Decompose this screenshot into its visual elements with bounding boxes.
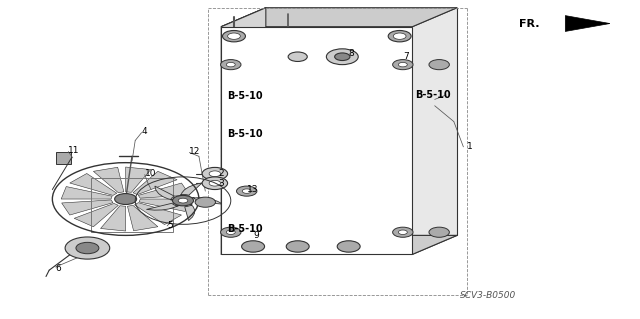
Circle shape [227,63,236,67]
Text: 7: 7 [403,52,408,61]
Circle shape [388,31,411,42]
Circle shape [394,33,406,39]
Circle shape [429,60,449,70]
Polygon shape [70,174,117,196]
Polygon shape [133,171,177,195]
Circle shape [178,198,188,203]
Circle shape [398,63,407,67]
Text: B-5-10: B-5-10 [228,91,263,101]
Polygon shape [139,199,190,211]
Polygon shape [180,183,202,196]
Circle shape [173,196,193,206]
Polygon shape [185,204,195,220]
Circle shape [393,60,413,70]
Text: 9: 9 [253,231,259,240]
Polygon shape [74,204,118,227]
Text: B-5-10: B-5-10 [415,90,451,100]
Circle shape [326,49,358,65]
Text: 6: 6 [56,264,61,273]
Polygon shape [565,16,610,32]
Polygon shape [266,8,457,235]
Polygon shape [93,167,124,193]
Text: 12: 12 [189,147,201,156]
Polygon shape [61,200,113,215]
Circle shape [288,52,307,62]
Circle shape [237,186,257,196]
Polygon shape [100,206,125,231]
Circle shape [337,241,360,252]
Circle shape [227,230,236,234]
Circle shape [209,171,221,177]
Polygon shape [61,187,112,199]
Circle shape [335,53,350,61]
Polygon shape [221,8,457,27]
Polygon shape [56,152,72,164]
Circle shape [398,230,407,234]
Circle shape [65,237,109,259]
Text: 11: 11 [68,145,80,154]
Text: SCV3-B0500: SCV3-B0500 [460,291,516,300]
Text: 4: 4 [141,127,147,136]
Circle shape [223,31,246,42]
Circle shape [202,167,228,180]
Polygon shape [221,235,457,254]
Circle shape [209,180,221,186]
Polygon shape [155,186,174,200]
Text: FR.: FR. [519,19,540,28]
Text: 3: 3 [218,179,224,188]
Circle shape [393,227,413,237]
Polygon shape [134,203,182,225]
Circle shape [429,227,449,237]
Text: 13: 13 [246,185,258,194]
Circle shape [221,227,241,237]
Circle shape [195,197,216,207]
Text: 8: 8 [349,49,355,58]
Text: 1: 1 [467,142,472,151]
Bar [241,189,266,218]
Circle shape [243,189,251,193]
Text: B-5-10: B-5-10 [228,129,263,139]
Circle shape [286,241,309,252]
Polygon shape [127,205,158,231]
Polygon shape [221,8,266,254]
Polygon shape [147,203,179,210]
Circle shape [115,194,136,204]
Circle shape [202,177,228,189]
Text: B-5-10: B-5-10 [228,224,263,234]
Circle shape [242,241,264,252]
Text: 10: 10 [145,169,156,178]
Text: 2: 2 [218,169,223,178]
Circle shape [228,33,241,39]
Polygon shape [191,197,223,204]
Polygon shape [125,167,151,192]
Circle shape [76,242,99,254]
Polygon shape [221,27,412,254]
Polygon shape [138,183,189,198]
Circle shape [221,60,241,70]
Text: 5: 5 [167,221,173,230]
